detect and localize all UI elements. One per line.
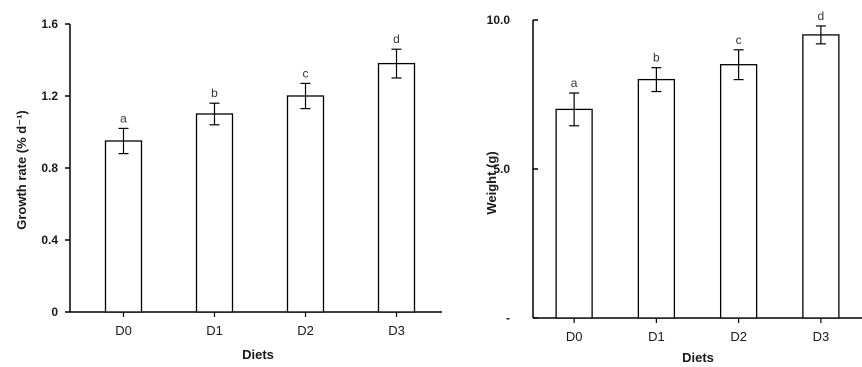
weight-category-label: D1	[648, 329, 665, 344]
weight-category-label: D3	[813, 329, 830, 344]
weight-bar	[802, 34, 840, 319]
weight-significance-letter: d	[818, 9, 825, 23]
growth-rate-category-label: D3	[388, 323, 405, 338]
growth-rate-significance-letter: a	[120, 111, 127, 125]
growth-rate-y-tick-label: 0	[51, 305, 58, 319]
growth-rate-significance-letter: d	[393, 32, 400, 46]
growth-rate-chart: Growth rate (% d⁻¹) Diets 0 0.4 0.8 1.2 1.6 a…	[14, 17, 442, 362]
growth-rate-y-tick-label: 0.8	[41, 161, 58, 175]
growth-rate-category-label: D1	[206, 323, 223, 338]
weight-y-axis-title: Weight (g)	[484, 151, 499, 214]
weight-significance-letter: c	[736, 33, 742, 47]
growth-rate-bar	[286, 95, 325, 313]
growth-rate-bar	[195, 113, 234, 313]
weight-significance-letter: b	[653, 51, 660, 65]
growth-rate-y-tick-label: 1.6	[41, 17, 58, 31]
weight-bar	[555, 108, 593, 319]
weight-chart: Weight (g) Diets - 5.0 10.0 a D0 b D1 c D2 d D3	[484, 9, 862, 365]
weight-significance-letter: a	[571, 76, 578, 90]
weight-x-axis-title: Diets	[682, 350, 714, 365]
growth-rate-category-label: D2	[297, 323, 314, 338]
growth-rate-y-axis-title: Growth rate (% d⁻¹)	[14, 110, 29, 230]
weight-bar	[719, 64, 758, 319]
growth-rate-bar	[104, 140, 143, 313]
weight-y-tick-label: 5.0	[493, 162, 510, 176]
growth-rate-x-axis-title: Diets	[242, 347, 274, 362]
growth-rate-category-label: D0	[115, 323, 132, 338]
weight-y-tick-label: -	[506, 311, 510, 325]
growth-rate-y-tick-label: 1.2	[41, 89, 58, 103]
growth-rate-y-tick-label: 0.4	[41, 233, 58, 247]
growth-rate-bar	[377, 62, 416, 313]
weight-bar	[637, 78, 676, 319]
weight-y-tick-label: 10.0	[487, 13, 511, 27]
weight-category-label: D0	[566, 329, 583, 344]
growth-rate-significance-letter: c	[303, 66, 309, 80]
weight-category-label: D2	[730, 329, 747, 344]
growth-rate-significance-letter: b	[211, 86, 218, 100]
